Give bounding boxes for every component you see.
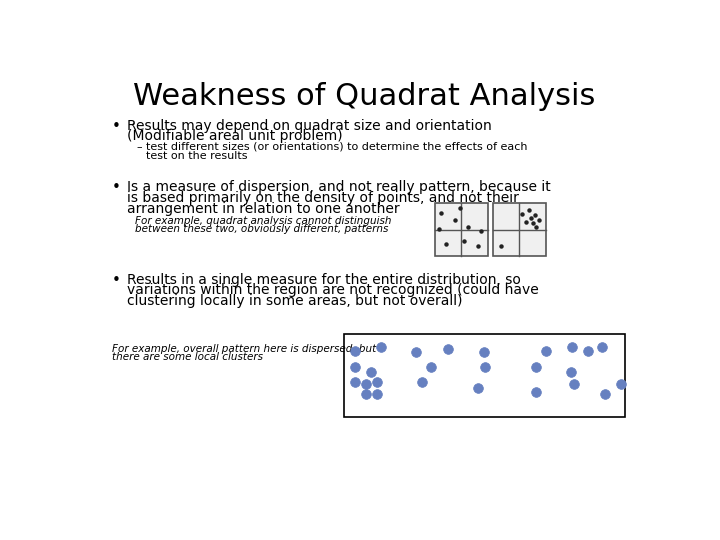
Text: is based primarily on the density of points, and not their: is based primarily on the density of poi… [127, 191, 519, 205]
Text: For example, quadrat analysis cannot distinguish: For example, quadrat analysis cannot dis… [135, 215, 392, 226]
Text: Is a measure of dispersion, and not really pattern, because it: Is a measure of dispersion, and not real… [127, 180, 551, 194]
Bar [435, 204, 487, 256]
Bar [344, 334, 625, 417]
Text: arrangement in relation to one another: arrangement in relation to one another [127, 202, 400, 216]
Text: •: • [112, 273, 120, 288]
Text: Results may depend on quadrat size and orientation: Results may depend on quadrat size and o… [127, 119, 492, 133]
Text: (Modifiable areal unit problem): (Modifiable areal unit problem) [127, 130, 343, 144]
Text: •: • [112, 119, 120, 134]
Text: clustering locally in some areas, but not overall): clustering locally in some areas, but no… [127, 294, 463, 308]
Text: test different sizes (or orientations) to determine the effects of each: test different sizes (or orientations) t… [145, 142, 527, 152]
Text: there are some local clusters: there are some local clusters [112, 352, 263, 362]
Bar [493, 204, 546, 256]
Text: –: – [137, 142, 142, 152]
Text: test on the results: test on the results [145, 151, 247, 161]
Text: Results in a single measure for the entire distribution, so: Results in a single measure for the enti… [127, 273, 521, 287]
Text: For example, overall pattern here is dispersed, but: For example, overall pattern here is dis… [112, 343, 376, 354]
Text: •: • [112, 180, 120, 195]
Text: between these two, obviously different, patterns: between these two, obviously different, … [135, 224, 388, 234]
Text: variations within the region are not recognized (could have: variations within the region are not rec… [127, 284, 539, 298]
Text: Weakness of Quadrat Analysis: Weakness of Quadrat Analysis [132, 82, 595, 111]
